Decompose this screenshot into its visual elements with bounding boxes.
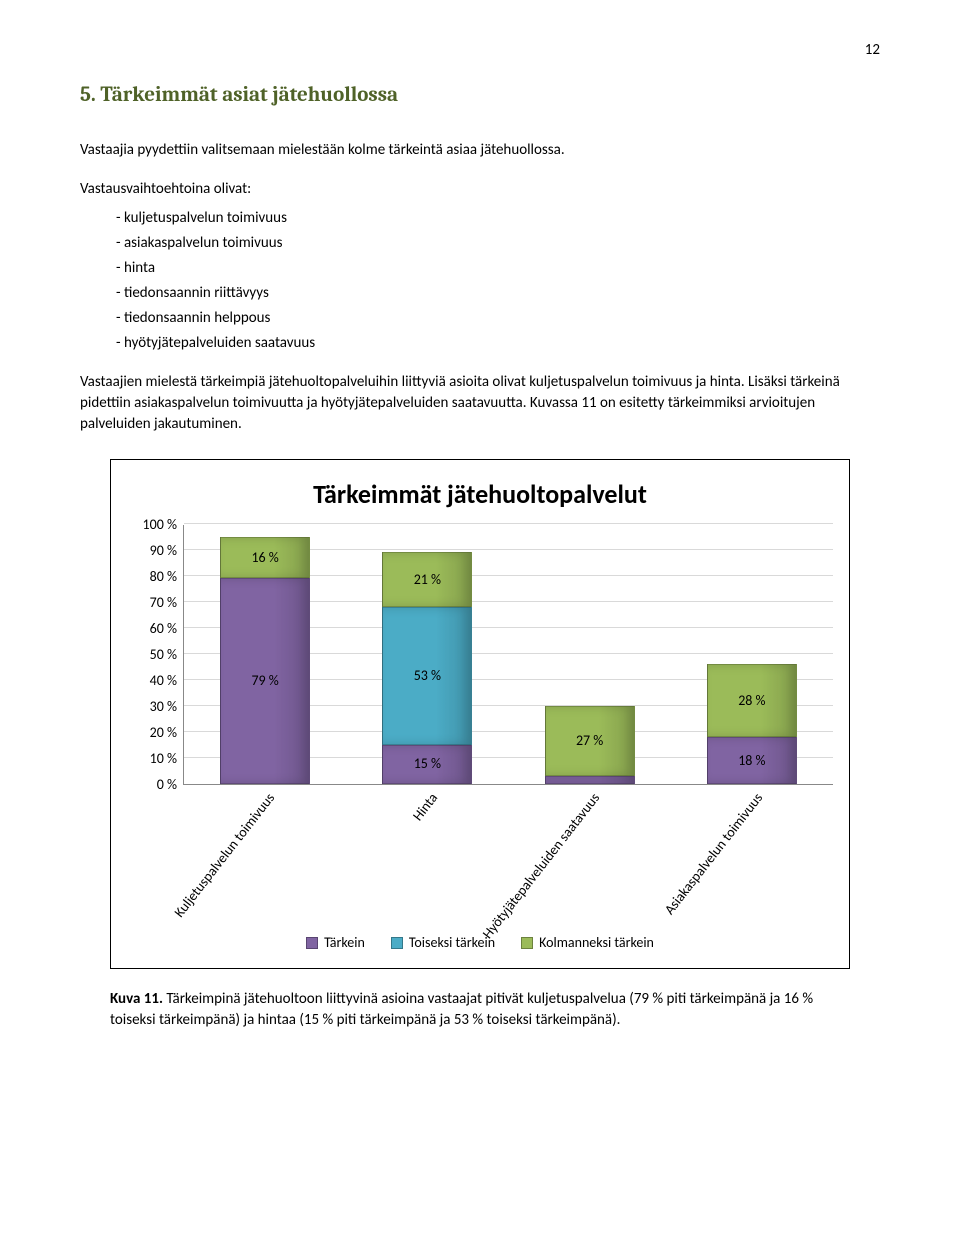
chart-legend: Tärkein Toiseksi tärkein Kolmanneksi tärke… <box>127 933 833 953</box>
chart-plot: 79 % 16 % 15 % 53 % 21 % 3 % 27 % 18 % 28 % <box>183 525 833 785</box>
legend-label: Toiseksi tärkein <box>409 933 495 953</box>
bar-value-label: 15 % <box>414 754 441 774</box>
legend-item: Toiseksi tärkein <box>391 933 495 953</box>
chart-title: Tärkeimmät jätehuoltopalvelut <box>127 476 833 512</box>
chart-frame: Tärkeimmät jätehuoltopalvelut 0 %10 %20 … <box>110 459 850 969</box>
options-list: kuljetuspalvelun toimivuus asiakaspalvel… <box>116 208 880 354</box>
bar-value-label: 79 % <box>251 671 278 691</box>
bar-value-label: 16 % <box>251 548 278 568</box>
bar-segment: 15 % <box>382 745 472 784</box>
list-item: tiedonsaannin helppous <box>116 308 880 329</box>
intro-paragraph: Vastaajia pyydettiin valitsemaan mielest… <box>80 140 880 161</box>
x-axis-labels: Kuljetuspalvelun toimivuusHintaHyötyjäte… <box>183 789 833 929</box>
list-item: hinta <box>116 258 880 279</box>
bar-segment: 3 % <box>545 776 635 784</box>
legend-item: Tärkein <box>306 933 365 953</box>
bar-segment: 79 % <box>220 578 310 783</box>
x-tick-label: Asiakaspalvelun toimivuus <box>660 789 767 919</box>
legend-swatch <box>306 937 318 949</box>
bar-value-label: 18 % <box>738 751 765 771</box>
section-heading: 5. Tärkeimmät asiat jätehuollossa <box>80 81 880 110</box>
list-item: hyötyjätepalveluiden saatavuus <box>116 333 880 354</box>
caption-label: Kuva 11. <box>110 990 163 1008</box>
legend-swatch <box>391 937 403 949</box>
bar-segment: 53 % <box>382 607 472 745</box>
legend-label: Tärkein <box>324 933 365 953</box>
bar-value-label: 53 % <box>414 666 441 686</box>
bar-segment: 18 % <box>707 737 797 784</box>
list-intro: Vastausvaihtoehtoina olivat: <box>80 179 880 200</box>
bar-column: 79 % 16 % <box>220 537 310 784</box>
figure-caption: Kuva 11. Tärkeimpinä jätehuoltoon liitty… <box>110 989 850 1031</box>
x-tick-label: Hyötyjätepalveluiden saatavuus <box>478 789 604 943</box>
x-tick-label: Kuljetuspalvelun toimivuus <box>170 789 280 922</box>
page-number: 12 <box>80 40 880 61</box>
legend-swatch <box>521 937 533 949</box>
bar-segment: 28 % <box>707 664 797 737</box>
bar-column: 3 % 27 % <box>545 706 635 784</box>
bar-segment: 16 % <box>220 537 310 579</box>
body-paragraph: Vastaajien mielestä tärkeimpiä jätehuolt… <box>80 372 880 435</box>
bar-value-label: 28 % <box>738 691 765 711</box>
legend-item: Kolmanneksi tärkein <box>521 933 654 953</box>
y-axis: 0 %10 %20 %30 %40 %50 %60 %70 %80 %90 %1… <box>127 525 183 785</box>
bar-value-label: 21 % <box>414 570 441 590</box>
bar-column: 18 % 28 % <box>707 664 797 784</box>
list-item: asiakaspalvelun toimivuus <box>116 233 880 254</box>
caption-text: Tärkeimpinä jätehuoltoon liittyvinä asio… <box>110 990 813 1029</box>
bar-value-label: 27 % <box>576 731 603 751</box>
x-tick-label: Hinta <box>408 789 442 825</box>
legend-label: Kolmanneksi tärkein <box>539 933 654 953</box>
list-item: tiedonsaannin riittävyys <box>116 283 880 304</box>
bar-segment: 27 % <box>545 706 635 776</box>
list-item: kuljetuspalvelun toimivuus <box>116 208 880 229</box>
bar-segment: 21 % <box>382 552 472 607</box>
bar-column: 15 % 53 % 21 % <box>382 552 472 783</box>
